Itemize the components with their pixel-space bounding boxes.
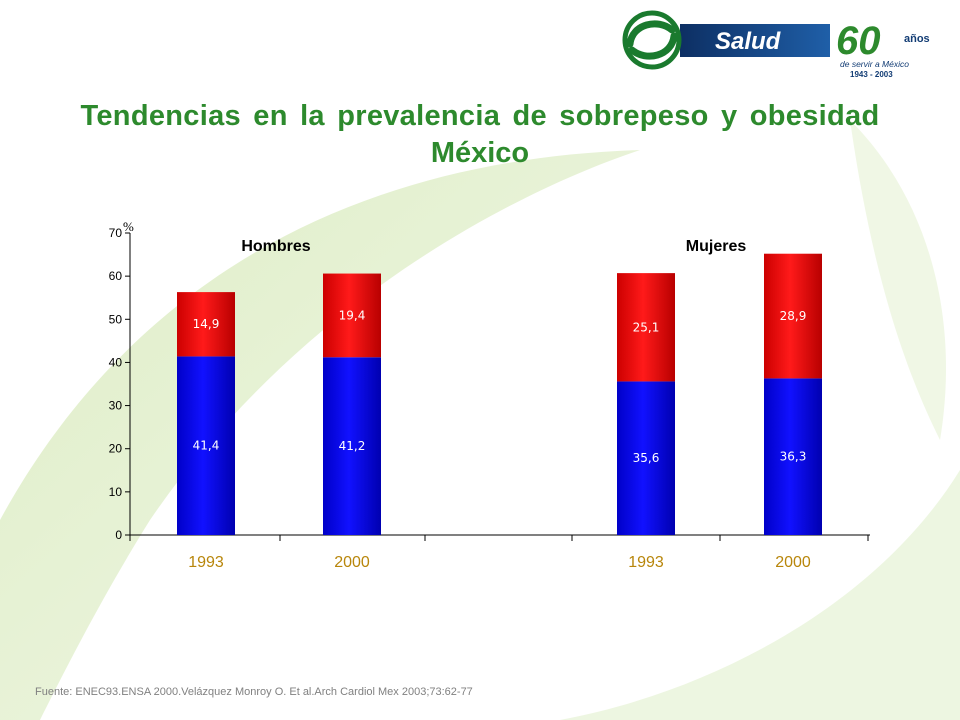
bar-segment: [617, 381, 675, 535]
data-label: 36,3: [780, 450, 807, 464]
group-label: Hombres: [241, 238, 310, 255]
chart-labels: 41,4 14,9 1993 41,2 19,4 2000 35,6 25,1 1993 36,3…: [188, 238, 811, 571]
y-tick-label: 50: [109, 312, 123, 326]
x-tick-label: 2000: [775, 554, 811, 571]
y-tick-label: 20: [109, 442, 123, 456]
y-tick-label: 40: [109, 355, 123, 369]
bar-segment: [177, 292, 235, 357]
y-tick-label: 60: [109, 269, 123, 283]
source-note: Fuente: ENEC93.ENSA 2000.Velázquez Monro…: [35, 686, 473, 698]
anniversary-suffix: años: [904, 33, 930, 45]
x-tick-label: 2000: [334, 554, 370, 571]
data-label: 19,4: [339, 308, 366, 322]
bar-segment: [617, 273, 675, 382]
salud-logo-banner: Salud 60 años de servir a México: [622, 10, 930, 70]
chart-bars: [177, 253, 822, 535]
chart-subtitle: México: [430, 137, 530, 169]
data-label: 41,2: [339, 439, 366, 453]
bar-segment: [323, 357, 381, 535]
group-label: Mujeres: [686, 238, 747, 255]
y-tick-label: 30: [109, 399, 123, 413]
bar-segment: [323, 273, 381, 358]
salud-emblem-icon: [622, 10, 682, 70]
data-label: 25,1: [633, 320, 660, 334]
y-tick-label: 10: [109, 485, 123, 499]
y-tick-label: 70: [109, 226, 123, 240]
chart-axes: 0 10 20 30 40 50 60 70%: [109, 219, 870, 542]
data-label: 41,4: [193, 439, 220, 453]
bar-segment: [764, 253, 822, 379]
data-label: 35,6: [633, 451, 660, 465]
data-label: 28,9: [780, 309, 807, 323]
chart-title: Tendencias en la prevalencia de sobrepes…: [80, 100, 880, 132]
data-label: 14,9: [193, 317, 220, 331]
bar-segment: [764, 378, 822, 535]
brand-tagline: de servir a México: [840, 59, 909, 69]
brand-name: Salud: [715, 28, 782, 55]
y-tick-label: 0: [115, 528, 122, 542]
y-axis-unit: %: [123, 219, 134, 234]
anniversary-number: 60: [836, 19, 881, 63]
x-tick-label: 1993: [628, 554, 664, 571]
x-tick-label: 1993: [188, 554, 224, 571]
brand-years-span: 1943 - 2003: [850, 70, 893, 79]
bar-segment: [177, 356, 235, 535]
